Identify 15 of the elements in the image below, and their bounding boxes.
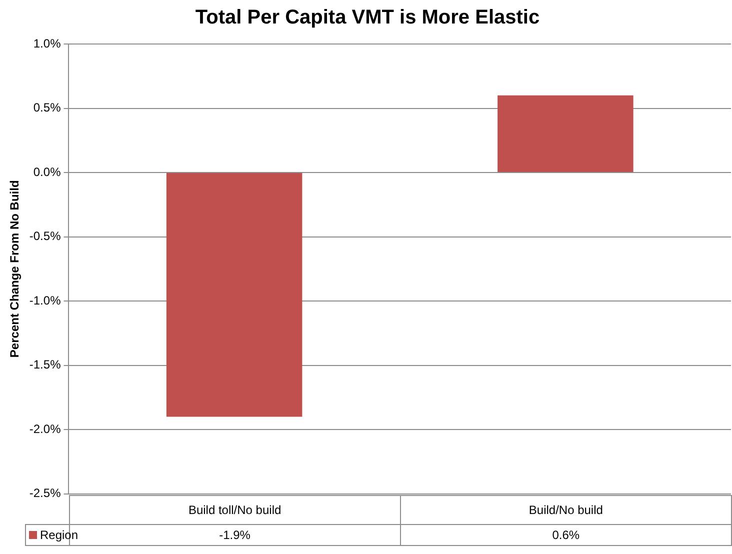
x-tick-label: Build/No build <box>400 495 732 524</box>
y-tick-label: 1.0% <box>33 36 62 50</box>
x-tick-label: Build toll/No build <box>69 495 400 524</box>
y-tick-label: -2.5% <box>29 486 62 500</box>
y-tick-label: 0.0% <box>33 164 62 179</box>
y-axis-title: Percent Change From No Build <box>8 180 22 358</box>
y-tick-label: -1.0% <box>29 293 62 308</box>
y-tick-label: -0.5% <box>29 229 62 244</box>
data-label: 0.6% <box>400 524 732 546</box>
legend-label: Region <box>39 526 78 544</box>
y-tick-label: -2.0% <box>29 422 62 436</box>
y-tick-label: 0.5% <box>33 100 62 115</box>
data-label: -1.9% <box>219 528 250 542</box>
y-tick-label: -1.5% <box>29 358 62 372</box>
chart-title: Total Per Capita VMT is More Elastic <box>195 6 540 29</box>
